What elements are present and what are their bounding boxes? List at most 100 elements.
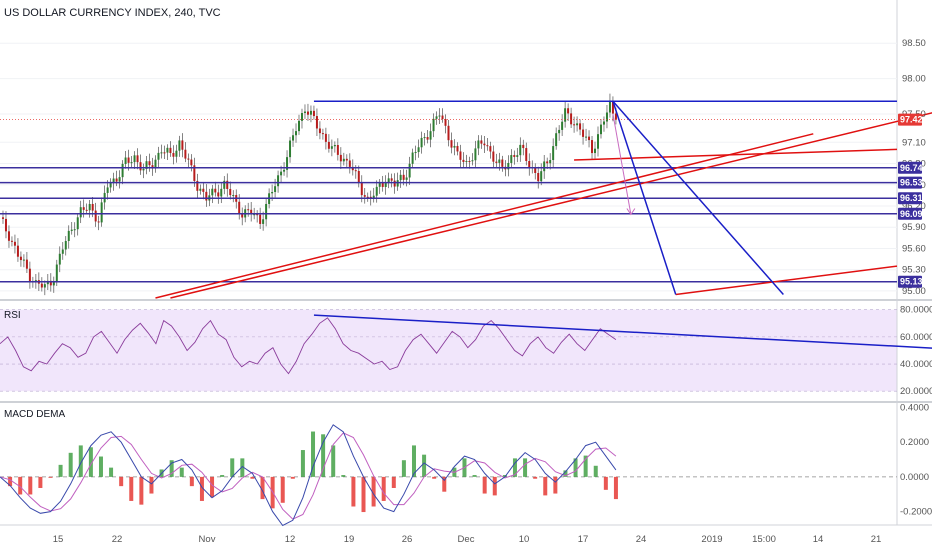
price-annotations[interactable] bbox=[0, 100, 932, 299]
candle-body bbox=[411, 152, 414, 164]
macd-histogram-bar bbox=[573, 458, 578, 477]
macd-tick-label: -0.2000 bbox=[900, 507, 932, 518]
macd-tick-label: 0.4000 bbox=[900, 402, 929, 413]
blue-drop-2[interactable] bbox=[612, 100, 784, 295]
candle-body bbox=[378, 182, 381, 187]
candle-body bbox=[19, 256, 22, 261]
macd-histogram-bar bbox=[583, 455, 588, 477]
candle-body bbox=[175, 150, 178, 157]
macd-histogram-bar bbox=[230, 458, 235, 477]
candle-body bbox=[561, 121, 564, 130]
candle-body bbox=[543, 161, 546, 172]
candle-body bbox=[486, 145, 489, 147]
date-tick-label: 15 bbox=[53, 534, 64, 545]
candle-body bbox=[318, 128, 321, 134]
macd-histogram-bar bbox=[139, 476, 144, 505]
candle-body bbox=[124, 157, 127, 164]
blue-drop-1[interactable] bbox=[612, 101, 677, 295]
candle-body bbox=[91, 203, 94, 211]
level-tag bbox=[898, 161, 922, 174]
candle-body bbox=[61, 249, 64, 254]
price-tick-label: 95.00 bbox=[902, 286, 926, 297]
macd-histogram-bar bbox=[341, 475, 346, 477]
candle-body bbox=[133, 155, 136, 163]
candle-body bbox=[408, 163, 411, 178]
price-tick-label: 97.10 bbox=[902, 137, 926, 148]
candle-body bbox=[163, 152, 166, 154]
macd-histogram-bar bbox=[432, 476, 437, 479]
candle-body bbox=[262, 219, 265, 224]
candle-body bbox=[241, 214, 244, 218]
price-axis: 98.5098.0097.5097.1096.8096.5096.2095.90… bbox=[898, 38, 926, 297]
projection-arrow[interactable] bbox=[612, 113, 632, 215]
candle-body bbox=[321, 133, 324, 135]
level-tag-label: 95.13 bbox=[900, 277, 923, 287]
candle-body bbox=[576, 123, 579, 126]
red-trend-1[interactable] bbox=[155, 133, 814, 299]
candle-body bbox=[22, 259, 25, 261]
candle-body bbox=[289, 140, 292, 158]
candle-body bbox=[438, 115, 441, 117]
candle-body bbox=[238, 201, 241, 215]
candle-body bbox=[295, 131, 298, 136]
candle-body bbox=[127, 157, 130, 163]
macd-histogram-bar bbox=[98, 456, 103, 477]
date-tick-label: 10 bbox=[519, 534, 530, 545]
macd-histogram-bar bbox=[613, 476, 618, 500]
candle-body bbox=[429, 131, 432, 140]
candle-body bbox=[552, 146, 555, 161]
red-lower-trend[interactable] bbox=[675, 265, 898, 296]
candle-body bbox=[259, 214, 262, 224]
candle-body bbox=[336, 145, 339, 155]
candle-body bbox=[13, 241, 16, 246]
candle-body bbox=[549, 160, 552, 164]
candle-body bbox=[597, 134, 599, 149]
candle-body bbox=[97, 221, 100, 223]
projection-arrow-head bbox=[626, 208, 636, 216]
macd-histogram-bar bbox=[401, 460, 406, 477]
macd-histogram-bar bbox=[250, 476, 255, 479]
candle-body bbox=[205, 191, 208, 201]
candle-body bbox=[4, 218, 7, 232]
candle-body bbox=[43, 284, 46, 288]
date-tick-label: 2019 bbox=[701, 534, 722, 545]
candle-body bbox=[184, 149, 187, 159]
candle-body bbox=[450, 140, 453, 148]
candle-body bbox=[423, 137, 426, 139]
candle-body bbox=[534, 167, 537, 173]
candle-body bbox=[402, 174, 405, 180]
candle-body bbox=[315, 116, 318, 129]
candle-body bbox=[286, 157, 289, 170]
candle-body bbox=[510, 155, 513, 163]
candle-body bbox=[247, 209, 250, 211]
red-flat-trend[interactable] bbox=[574, 148, 898, 161]
candle-body bbox=[121, 163, 124, 178]
candle-body bbox=[360, 182, 363, 196]
candle-body bbox=[187, 158, 190, 160]
candle-body bbox=[298, 120, 300, 132]
macd-line bbox=[0, 424, 617, 527]
candle-body bbox=[483, 143, 486, 146]
candle-body bbox=[393, 180, 396, 187]
candle-body bbox=[570, 113, 573, 125]
macd-histogram-bar bbox=[149, 476, 154, 494]
candle-body bbox=[118, 177, 121, 182]
candle-body bbox=[471, 160, 474, 162]
candle-body bbox=[220, 188, 223, 197]
candle-body bbox=[564, 108, 567, 122]
candle-body bbox=[190, 159, 193, 166]
price-tick-label: 96.20 bbox=[902, 201, 926, 212]
candle-body bbox=[495, 161, 498, 163]
candle-body bbox=[459, 151, 462, 160]
candle-body bbox=[106, 187, 109, 193]
candle-body bbox=[157, 152, 160, 160]
level-tag-label: 96.74 bbox=[900, 163, 923, 173]
red-trend-2[interactable] bbox=[170, 108, 932, 299]
macd-histogram-bar bbox=[240, 458, 245, 477]
candle-body bbox=[363, 195, 366, 197]
candle-body bbox=[588, 136, 591, 141]
candle-body bbox=[112, 178, 115, 183]
rsi-trendline[interactable] bbox=[313, 314, 932, 349]
rsi-axis: 80.0000 60.0000 40.0000 20.0000 bbox=[900, 305, 932, 397]
